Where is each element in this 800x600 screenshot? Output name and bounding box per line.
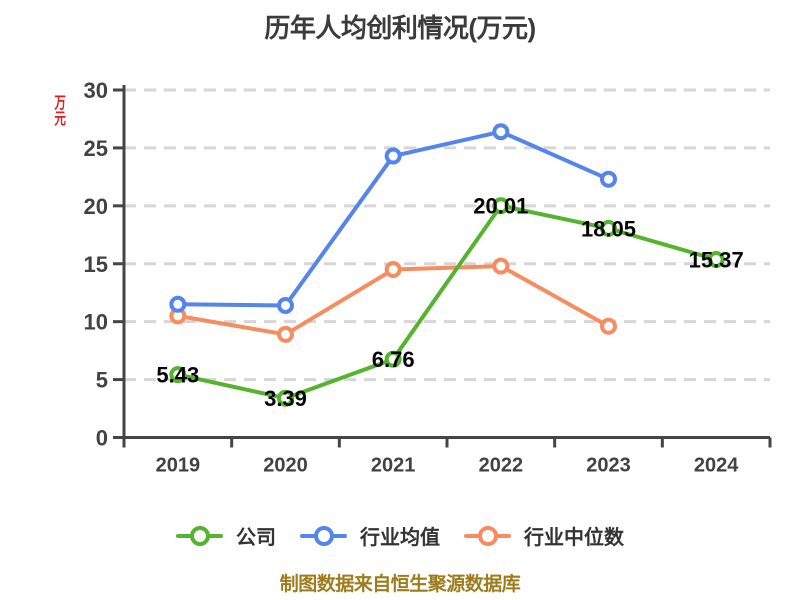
data-point-industry-average xyxy=(169,295,187,313)
x-axis-tick-label: 2021 xyxy=(371,455,416,477)
data-point-company xyxy=(169,366,187,384)
line-chart: 0 5 10 15 20 25 30 2019 2020 2021 2022 2023 2024 5.43… xyxy=(84,78,772,477)
data-point-industry-average xyxy=(600,170,617,188)
legend-item-company: 公司 xyxy=(176,521,276,550)
legend-item-label-industry-median: 行业中位数 xyxy=(524,527,624,549)
data-point-industry-average xyxy=(492,123,510,141)
legend-marker-dot xyxy=(477,525,498,546)
chart-title: 历年人均创利情况(万元) xyxy=(264,13,536,43)
y-axis-unit-label: 万元 xyxy=(52,94,65,126)
y-axis-tick-label: 30 xyxy=(84,78,108,103)
legend-item-label-company: 公司 xyxy=(236,527,276,549)
legend-item-industry-average: 行业均值 xyxy=(300,521,440,550)
x-axis-tick-label: 2019 xyxy=(156,455,201,477)
legend-item-industry-median: 行业中位数 xyxy=(464,521,624,550)
x-axis-tick-label: 2022 xyxy=(479,455,524,477)
legend-marker-dot xyxy=(313,525,334,546)
data-source-note: 制图数据来自恒生聚源数据库 xyxy=(279,574,521,595)
legend-item-label-industry-average: 行业均值 xyxy=(360,527,440,549)
data-point-company xyxy=(277,389,294,407)
y-axis-tick-label: 0 xyxy=(96,426,108,451)
data-point-industry-median xyxy=(384,261,402,279)
x-axis-tick-label: 2020 xyxy=(263,455,308,477)
data-label-company: 18.05 xyxy=(581,216,636,241)
legend-marker-industry-median xyxy=(464,525,511,547)
y-axis-tick-label: 15 xyxy=(84,252,108,277)
data-label-company: 3.39 xyxy=(264,386,307,411)
y-axis-tick-label: 5 xyxy=(96,368,108,393)
data-point-industry-median xyxy=(600,317,617,335)
data-point-industry-median xyxy=(492,257,510,275)
legend-marker-industry-average xyxy=(300,525,347,547)
data-label-company: 6.76 xyxy=(372,347,415,372)
data-point-industry-median xyxy=(277,325,294,343)
legend: 公司 行业均值 行业中位数 xyxy=(0,521,800,550)
y-axis-tick-label: 10 xyxy=(84,310,108,335)
data-label-company: 15.37 xyxy=(689,247,744,272)
data-label-company: 20.01 xyxy=(473,194,528,219)
data-point-industry-average xyxy=(384,147,402,165)
data-point-industry-average xyxy=(277,296,294,314)
series-line-company xyxy=(175,203,719,401)
data-label-company: 5.43 xyxy=(156,363,199,388)
x-axis-tick-label: 2024 xyxy=(694,455,739,477)
y-axis-tick-label: 25 xyxy=(84,136,108,161)
data-point-company xyxy=(492,197,510,215)
legend-marker-company xyxy=(176,525,223,547)
data-point-company xyxy=(600,219,617,237)
y-axis-tick-label: 20 xyxy=(84,194,108,219)
legend-marker-dot xyxy=(189,525,210,546)
x-axis-tick-label: 2023 xyxy=(586,455,631,477)
data-point-company xyxy=(707,250,725,268)
data-point-company xyxy=(384,350,402,368)
